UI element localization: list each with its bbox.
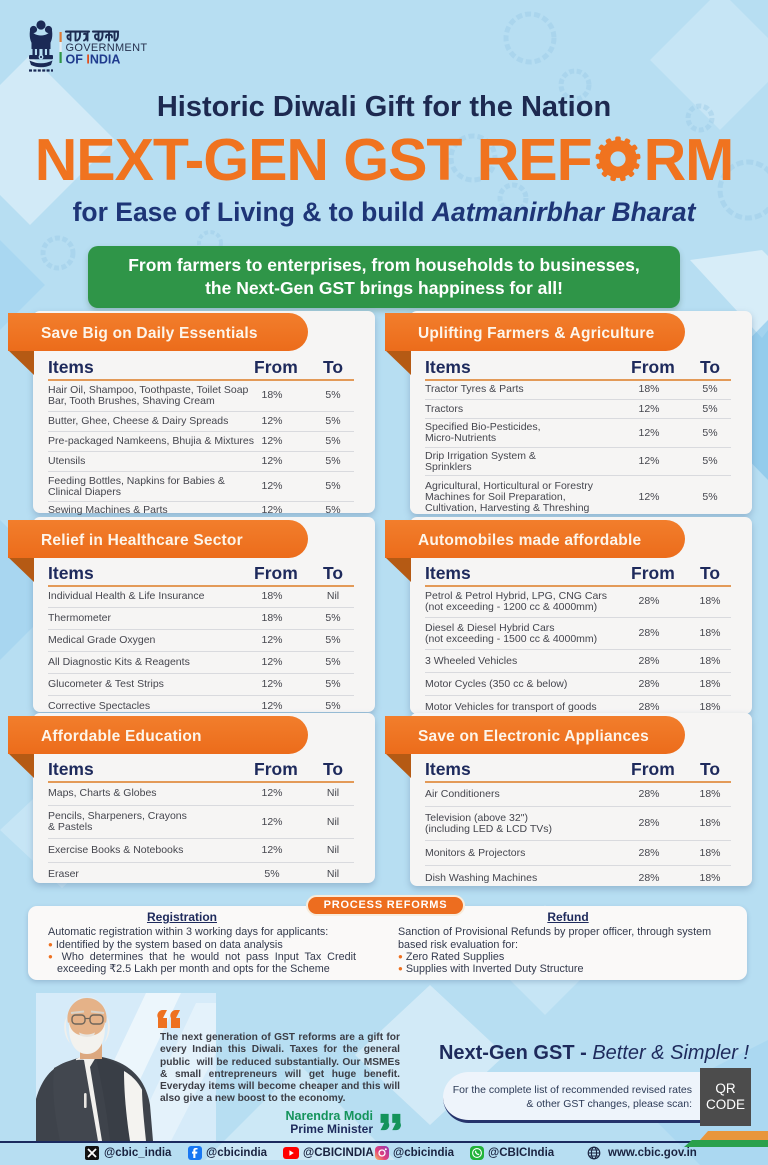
svg-text:GOVERNMENT: GOVERNMENT bbox=[66, 42, 148, 54]
svg-text:OF INDIA: OF INDIA bbox=[66, 53, 121, 67]
